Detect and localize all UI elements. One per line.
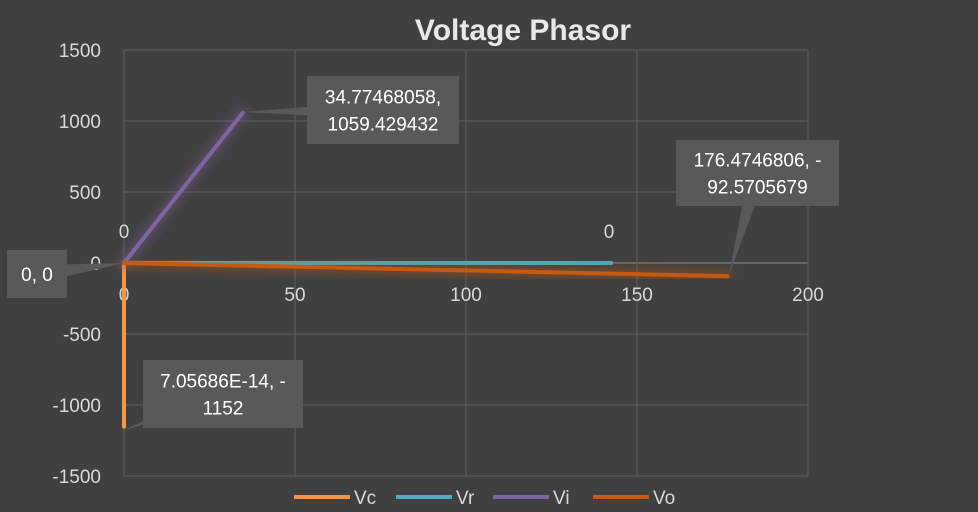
y-tick-label: 1000 [59, 112, 101, 133]
series-vi[interactable] [119, 107, 248, 268]
legend-label: Vr [456, 488, 475, 509]
callout-text: 1059.429432 [328, 115, 439, 136]
chart-title: Voltage Phasor [415, 14, 631, 47]
callout-box [7, 250, 67, 298]
y-tick-label: -1000 [52, 396, 101, 417]
callout-text: 92.5705679 [707, 178, 807, 199]
legend-item-vi[interactable]: Vi [493, 488, 570, 509]
legend-label: Vo [653, 488, 675, 509]
series-line [122, 110, 245, 265]
x-tick-label: 50 [284, 285, 305, 306]
data-label-callout: 0 [119, 222, 130, 243]
axis-tick-labels: 1500 1000 500 0 -500 -1000 -1500 0 50 100 150 200 [52, 41, 823, 488]
legend-label: Vi [553, 488, 570, 509]
y-tick-label: 1500 [59, 41, 101, 62]
y-tick-label: 500 [69, 183, 101, 204]
callout-box [676, 140, 839, 206]
callout-box [143, 360, 303, 428]
callout-text: 7.05686E-14, - [160, 372, 286, 393]
series-lines [119, 107, 733, 432]
legend-label: Vc [354, 488, 376, 509]
data-label-callout: 0, 0 [7, 250, 124, 298]
callout-text: 34.77468058, [325, 88, 441, 109]
y-tick-label: -1500 [52, 467, 101, 488]
data-label-callout: 176.4746806, - 92.5705679 [676, 140, 839, 275]
x-tick-label: 200 [792, 285, 824, 306]
data-label: 0 [119, 222, 130, 243]
x-tick-label: 150 [621, 285, 653, 306]
legend-item-vr[interactable]: Vr [396, 488, 475, 509]
legend[interactable]: Vc Vr Vi Vo [294, 488, 675, 509]
data-label-callout: 34.77468058, 1059.429432 [242, 76, 459, 144]
series-vo[interactable] [119, 258, 733, 282]
callout-box [307, 76, 459, 144]
callout-text: 0, 0 [21, 265, 53, 286]
data-callouts: 0, 0 34.77468058, 1059.429432 176.4746806, … [7, 76, 839, 430]
data-label-callout: 0 [604, 222, 615, 243]
legend-item-vc[interactable]: Vc [294, 488, 376, 509]
data-label-callout: 7.05686E-14, - 1152 [124, 360, 303, 430]
series-line [122, 261, 730, 279]
legend-item-vo[interactable]: Vo [593, 488, 675, 509]
callout-text: 1152 [203, 399, 244, 420]
data-label: 0 [604, 222, 615, 243]
callout-text: 176.4746806, - [694, 151, 822, 172]
y-tick-label: -500 [63, 325, 101, 346]
x-tick-label: 100 [450, 285, 482, 306]
